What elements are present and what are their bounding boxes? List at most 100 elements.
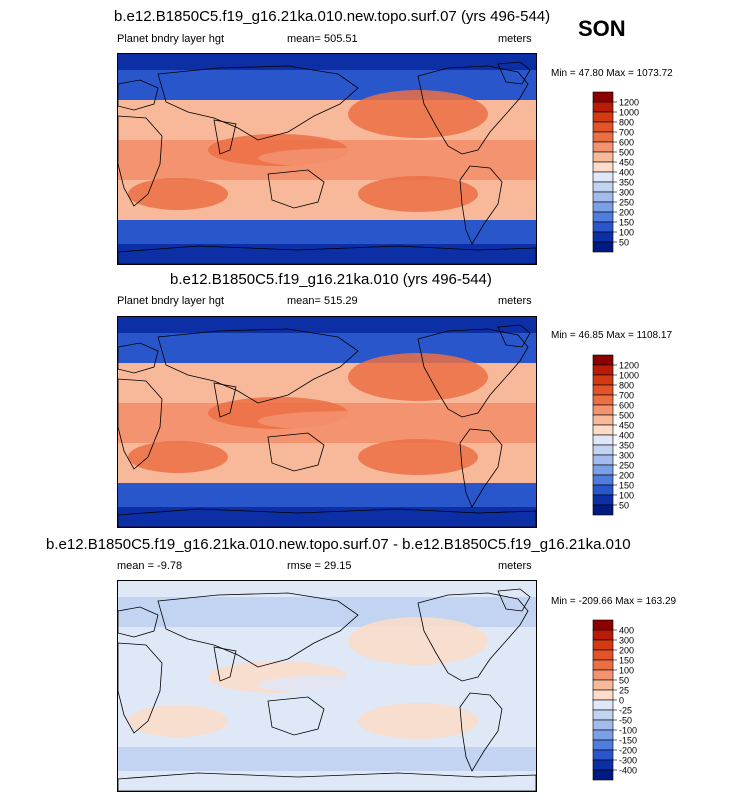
band-high-lat-south [118,483,536,507]
colorbar-label: 1200 [619,98,639,108]
colorbar-swatch [592,374,614,386]
colorbar-label: 100 [619,666,634,676]
band-polar-south [118,507,536,527]
colorbar-swatch [592,619,614,631]
coastline-asia [157,592,359,668]
colorbar-swatch [592,181,614,193]
colorbar-label: 500 [619,411,634,421]
panel-1-minmax: Min = 47.80 Max = 1073.72 [551,68,673,79]
colorbar-swatch [592,221,614,233]
colorbar-swatch [592,211,614,223]
colorbar-label: 50 [619,501,629,511]
colorbar-label: 200 [619,471,634,481]
panel-2-colorbar: 1200 1000 800 700 600 500 450 400 350 300 250 200 15… [591,354,681,525]
colorbar-swatch [592,689,614,701]
colorbar-label: 250 [619,461,634,471]
colorbar-swatch [592,161,614,173]
colorbar-swatch [592,414,614,426]
field-patch-5 [258,411,438,431]
panel-1-units-label: meters [498,33,532,45]
colorbar-swatch [592,434,614,446]
colorbar-label: 250 [619,198,634,208]
colorbar-swatch [592,709,614,721]
coastline-australia [267,432,325,472]
colorbar-label: 500 [619,148,634,158]
colorbar-label: 0 [619,696,624,706]
band-polar-south [118,244,536,264]
coastline-australia [267,696,325,736]
colorbar-swatch [592,464,614,476]
colorbar-swatch [592,454,614,466]
field-patch-3 [358,176,478,212]
colorbar-label: 200 [619,646,634,656]
colorbar-label: 50 [619,238,629,248]
coastline-greenland [497,61,531,85]
season-label: SON [578,16,626,41]
coastline-south-america [459,165,503,245]
colorbar-swatch [592,404,614,416]
coastline-europe [118,342,159,374]
colorbar-label: 300 [619,636,634,646]
colorbar-swatch [592,749,614,761]
coastline-asia [157,328,359,404]
colorbar-label: 300 [619,451,634,461]
colorbar-swatch [592,659,614,671]
colorbar-swatch [592,91,614,103]
panel-2-map [117,316,537,528]
colorbar-swatch [592,131,614,143]
panel-1-title: b.e12.B1850C5.f19_g16.21ka.010.new.topo.… [114,8,551,25]
colorbar-label: 350 [619,178,634,188]
colorbar-label: 1200 [619,361,639,371]
field-patch-1 [348,353,488,401]
colorbar-swatch [592,171,614,183]
panel-3-title: b.e12.B1850C5.f19_g16.21ka.010.new.topo.… [46,536,631,553]
field-patch-1 [348,90,488,138]
colorbar-label: 150 [619,481,634,491]
field-patch-5 [258,675,438,695]
band-high-lat-south [118,747,536,771]
colorbar-swatch [592,679,614,691]
panel-1-left-label: Planet bndry layer hgt [117,33,225,45]
coastline-greenland [497,324,531,348]
panel-2-left-label: Planet bndry layer hgt [117,295,225,307]
colorbar-label: 800 [619,381,634,391]
coastline-antarctica [118,245,536,264]
colorbar-label: -400 [619,766,637,776]
colorbar-swatch [592,424,614,436]
colorbar-label: 400 [619,431,634,441]
field-patch-4 [128,441,228,473]
colorbar-label: 200 [619,208,634,218]
colorbar-swatch [592,649,614,661]
colorbar-label: 150 [619,656,634,666]
colorbar-swatch [592,739,614,751]
band-high-lat-north [118,333,536,363]
colorbar-swatch [592,719,614,731]
field-patch-6 [438,671,518,691]
band-polar-north [118,54,536,70]
colorbar-swatch [592,639,614,651]
field-patch-5 [258,148,438,168]
coastline-africa [118,115,163,207]
coastline-asia [157,65,359,141]
coastline-north-america [417,592,529,682]
colorbar-label: -200 [619,746,637,756]
colorbar-label: 150 [619,218,634,228]
coastline-africa [118,378,163,470]
band-high-lat-north [118,70,536,100]
colorbar-swatch [592,354,614,366]
field-patch-4 [128,178,228,210]
colorbar-label: 1000 [619,108,639,118]
colorbar-swatch [592,121,614,133]
coastline-europe [118,606,159,638]
colorbar-label: 1000 [619,371,639,381]
panel-2-minmax: Min = 46.85 Max = 1108.17 [551,330,673,341]
field-patch-4 [128,705,228,737]
colorbar-swatch [592,201,614,213]
coastline-india [213,119,237,155]
coastline-india [213,646,237,682]
colorbar-label: 600 [619,401,634,411]
coastline-africa [118,642,163,734]
coastline-greenland [497,588,531,612]
colorbar-swatch [592,384,614,396]
panel-3-map [117,580,537,792]
